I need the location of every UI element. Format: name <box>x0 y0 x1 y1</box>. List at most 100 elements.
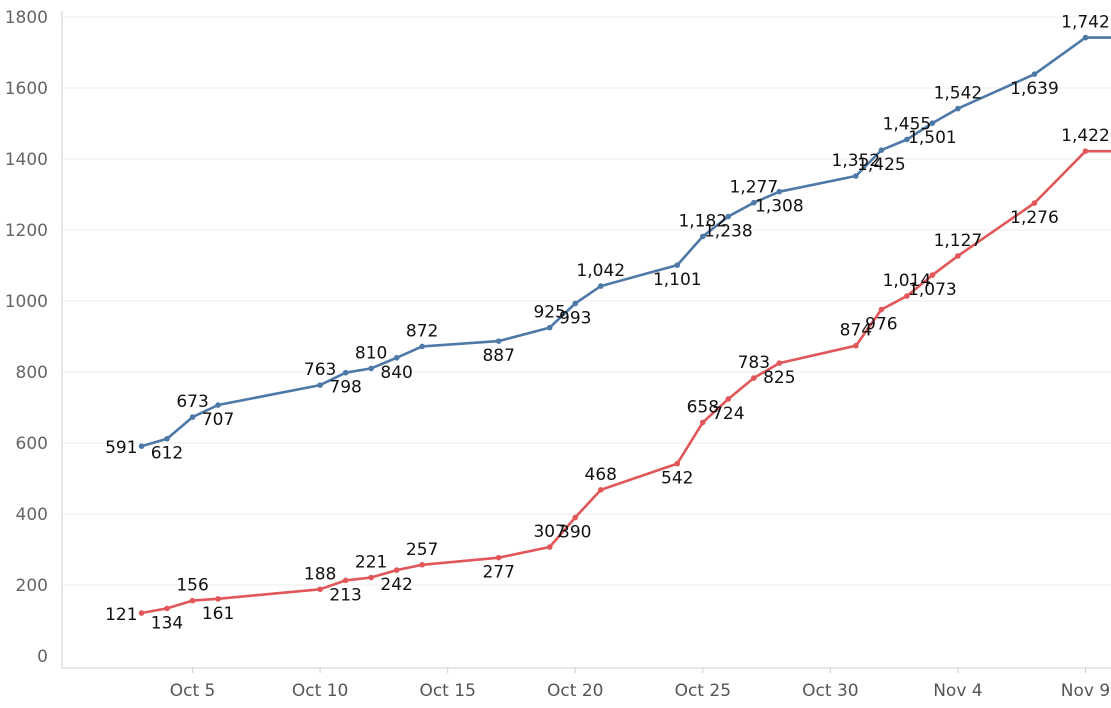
y-tick-label: 1800 <box>5 8 48 28</box>
data-label: 188 <box>304 564 336 584</box>
data-point <box>215 402 221 408</box>
series-lines <box>141 36 1111 615</box>
data-point <box>878 147 885 153</box>
data-label: 993 <box>559 308 591 328</box>
data-label: 1,639 <box>1010 79 1059 99</box>
x-tick-label: Oct 10 <box>292 681 348 701</box>
data-label: 825 <box>763 368 795 388</box>
data-point <box>597 487 604 493</box>
data-label: 257 <box>406 540 438 560</box>
data-label: 798 <box>329 378 361 398</box>
y-tick-label: 0 <box>37 647 48 667</box>
data-label: 591 <box>105 438 137 458</box>
y-tick-label: 1400 <box>5 150 48 170</box>
data-label: 724 <box>712 404 744 424</box>
data-point <box>572 514 579 521</box>
data-label: 242 <box>380 575 412 595</box>
x-tick-label: Oct 25 <box>675 681 731 701</box>
x-tick-label: Nov 9 <box>1061 681 1110 701</box>
data-point <box>904 136 910 143</box>
data-point <box>1031 200 1038 206</box>
data-point <box>1082 34 1089 41</box>
data-point <box>597 283 604 289</box>
data-point <box>929 120 936 126</box>
data-label: 1,308 <box>755 197 804 217</box>
data-label: 121 <box>105 605 137 625</box>
data-label: 1,425 <box>857 155 906 175</box>
data-label: 1,455 <box>883 114 932 134</box>
data-point <box>853 173 859 179</box>
data-label: 1,276 <box>1010 208 1059 228</box>
series-line-2 <box>141 149 1111 615</box>
data-label: 1,542 <box>934 84 983 104</box>
data-point <box>572 300 579 307</box>
data-label: 874 <box>840 321 872 341</box>
y-tick-label: 400 <box>16 505 48 525</box>
data-point <box>751 199 757 206</box>
data-label: 542 <box>661 469 693 489</box>
data-point <box>904 293 910 299</box>
data-label: 925 <box>533 303 565 323</box>
data-point <box>189 414 196 420</box>
data-point <box>1031 71 1038 77</box>
data-label: 1,101 <box>653 270 702 290</box>
x-tick-label: Oct 15 <box>419 681 475 701</box>
data-point <box>700 419 706 426</box>
data-point <box>419 343 425 350</box>
data-label: 1,277 <box>729 178 778 198</box>
data-point <box>164 605 170 612</box>
data-label: 872 <box>406 321 438 341</box>
data-label: 1,238 <box>704 222 753 242</box>
data-point <box>317 382 323 388</box>
data-point <box>342 577 349 584</box>
data-label: 277 <box>482 563 514 583</box>
x-tick-label: Nov 4 <box>933 681 982 701</box>
y-axis: 0 200 400 600 800 1000 1200 1400 1600 1800 <box>5 8 63 668</box>
data-label: 161 <box>202 604 234 624</box>
data-point <box>955 105 961 112</box>
data-point <box>955 253 961 259</box>
data-label: 673 <box>176 392 208 412</box>
data-label: 976 <box>865 315 897 335</box>
y-tick-label: 800 <box>16 363 48 383</box>
data-point <box>215 596 221 602</box>
data-point <box>368 365 374 372</box>
data-point <box>725 213 732 220</box>
data-label: 307 <box>533 522 565 542</box>
data-point <box>189 597 196 604</box>
data-point <box>776 188 783 195</box>
x-tick-label: Oct 5 <box>170 681 216 701</box>
gridlines <box>62 16 1111 586</box>
data-point <box>751 375 757 381</box>
data-label: 887 <box>482 346 514 366</box>
data-point <box>138 443 145 449</box>
data-label: 1,501 <box>908 128 957 148</box>
data-label: 707 <box>202 410 234 430</box>
data-label: 213 <box>329 585 361 605</box>
y-tick-label: 600 <box>16 434 48 454</box>
data-points <box>138 34 1089 616</box>
data-label: 1,073 <box>908 280 957 300</box>
data-label: 221 <box>355 553 387 573</box>
data-point <box>546 544 553 550</box>
data-point <box>317 586 323 593</box>
data-label: 1,352 <box>832 151 881 171</box>
data-label: 1,742 <box>1061 13 1110 33</box>
data-point <box>700 233 706 240</box>
data-point <box>393 567 400 573</box>
x-axis: Oct 5 Oct 10 Oct 15 Oct 20 Oct 25 Oct 30 Nov 4… <box>62 667 1111 701</box>
data-label: 1,182 <box>678 211 727 231</box>
series-line-1 <box>141 36 1111 448</box>
data-point <box>138 610 145 616</box>
data-label: 658 <box>687 397 719 417</box>
y-tick-label: 1600 <box>5 79 48 99</box>
x-tick-label: Oct 20 <box>547 681 603 701</box>
y-tick-label: 1200 <box>5 221 48 241</box>
data-point <box>725 396 732 402</box>
data-point <box>674 460 681 467</box>
x-tick-label: Oct 30 <box>802 681 858 701</box>
data-point <box>368 574 374 581</box>
